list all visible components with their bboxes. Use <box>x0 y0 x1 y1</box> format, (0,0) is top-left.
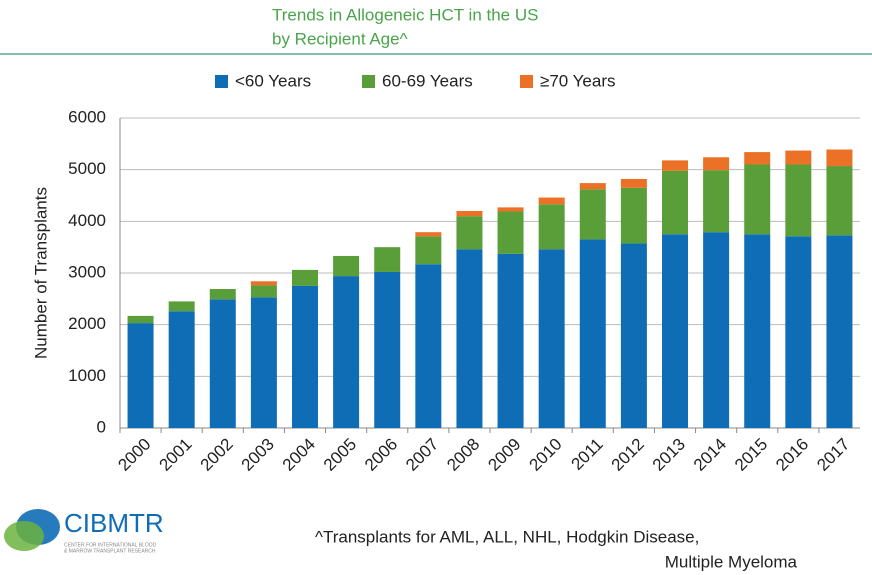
footnote: Multiple Myeloma <box>665 552 798 571</box>
x-tick-label: 2015 <box>731 435 771 475</box>
bar-segment <box>250 281 277 286</box>
bar-segment <box>168 311 195 428</box>
legend-label: ≥70 Years <box>540 71 616 90</box>
x-tick-label: 2014 <box>690 435 730 475</box>
bar-segment <box>497 253 524 428</box>
bar-segment <box>662 170 688 235</box>
bar-segment <box>785 164 812 237</box>
y-tick-label: 2000 <box>68 314 106 333</box>
x-tick-label: 2017 <box>813 435 853 475</box>
logo-subtitle: & MARROW TRANSPLANT RESEARCH <box>64 548 156 554</box>
bar-segment <box>497 207 524 212</box>
bar-segment <box>703 232 730 428</box>
x-tick-label: 2012 <box>608 435 648 475</box>
bar-segment <box>209 299 236 428</box>
y-tick-label: 4000 <box>68 211 106 230</box>
footnote: ^Transplants for AML, ALL, NHL, Hodgkin … <box>315 527 699 546</box>
legend-swatch <box>520 75 533 88</box>
x-tick-label: 2006 <box>361 435 401 475</box>
x-tick-label: 2008 <box>443 435 483 475</box>
x-tick-label: 2010 <box>525 435 565 475</box>
x-tick-label: 2007 <box>402 435 442 475</box>
bar-segment <box>456 211 483 217</box>
bar-segment <box>250 297 277 428</box>
bar-segment <box>127 323 154 428</box>
x-tick-label: 2016 <box>772 435 812 475</box>
bar-segment <box>497 211 524 254</box>
bar-segment <box>826 166 853 236</box>
x-tick-label: 2013 <box>649 435 689 475</box>
bar-segment <box>374 271 401 428</box>
bar-segment <box>292 285 318 428</box>
x-tick-label: 2000 <box>114 435 154 475</box>
bar-segment <box>333 276 360 428</box>
bar-segment <box>456 216 483 250</box>
bar-segment <box>127 315 154 324</box>
x-tick-label: 2005 <box>320 435 360 475</box>
bar-segment <box>415 236 442 265</box>
bar-segment <box>662 234 688 428</box>
bar-segment <box>168 301 195 312</box>
bar-segment <box>744 164 771 235</box>
legend-swatch <box>215 75 228 88</box>
bar-segment <box>209 289 236 300</box>
bar-segment <box>415 264 442 428</box>
x-tick-label: 2003 <box>238 435 278 475</box>
legend-swatch <box>362 75 375 88</box>
bar-segment <box>785 236 812 428</box>
bar-segment <box>744 234 771 428</box>
bar-segment <box>415 232 442 237</box>
y-axis-label: Number of Transplants <box>31 187 50 359</box>
logo-name: CIBMTR <box>64 508 164 538</box>
y-tick-label: 0 <box>97 417 106 436</box>
y-tick-label: 6000 <box>68 107 106 126</box>
logo-subtitle: CENTER FOR INTERNATIONAL BLOOD <box>64 542 157 548</box>
logo-shape <box>4 521 44 551</box>
x-tick-label: 2004 <box>279 435 319 475</box>
y-tick-label: 3000 <box>68 262 106 281</box>
x-tick-label: 2011 <box>567 435 606 474</box>
legend-label: <60 Years <box>235 71 311 90</box>
bar-segment <box>292 269 318 286</box>
bar-segment <box>662 160 688 171</box>
x-tick-label: 2002 <box>197 435 237 475</box>
bar-segment <box>538 197 565 205</box>
bar-segment <box>538 249 565 428</box>
legend-label: 60-69 Years <box>382 71 473 90</box>
bar-segment <box>826 149 853 167</box>
bar-segment <box>620 178 647 188</box>
bar-segment <box>744 152 771 165</box>
bar-segment <box>785 150 812 165</box>
bar-segment <box>579 183 606 190</box>
bar-segment <box>703 170 730 233</box>
bar-segment <box>579 189 606 240</box>
bar-segment <box>374 247 401 272</box>
logo: CIBMTR CENTER FOR INTERNATIONAL BLOOD & … <box>4 508 164 554</box>
chart-title: Trends in Allogeneic HCT in the US <box>272 5 538 24</box>
bar-segment <box>826 235 853 428</box>
y-tick-label: 5000 <box>68 159 106 178</box>
bar-segment <box>620 187 647 244</box>
bar-segment <box>703 157 730 171</box>
x-tick-label: 2001 <box>155 435 195 475</box>
x-tick-label: 2009 <box>484 435 524 475</box>
bar-segment <box>579 239 606 428</box>
bar-segment <box>333 255 360 277</box>
chart-title: by Recipient Age^ <box>272 29 408 48</box>
bar-segment <box>620 243 647 428</box>
bar-segment <box>456 249 483 428</box>
y-tick-label: 1000 <box>68 366 106 385</box>
bar-segment <box>250 285 277 298</box>
bar-segment <box>538 204 565 250</box>
